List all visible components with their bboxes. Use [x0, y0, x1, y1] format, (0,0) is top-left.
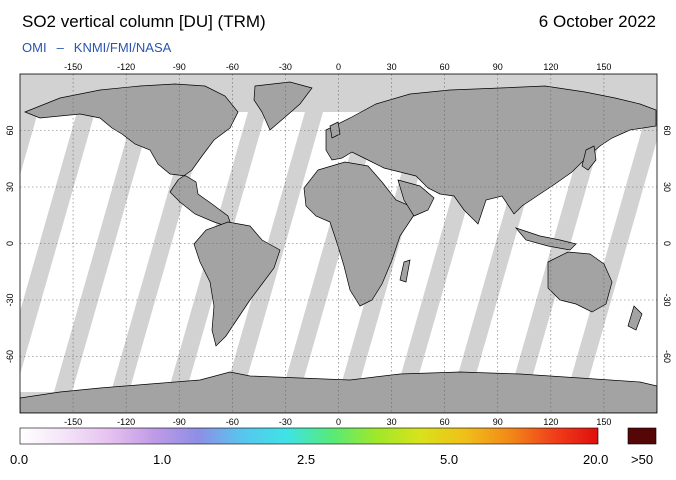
lon-tick-label-top: -120 [117, 62, 135, 72]
credit-agencies: KNMI/FMI/NASA [73, 40, 172, 55]
greenland [253, 81, 313, 131]
colorbar-label-1: 1.0 [153, 452, 172, 467]
lat-tick-label-right: -30 [662, 293, 672, 306]
orbit-gap-swath [54, 112, 152, 392]
lat-tick-label-left: -60 [5, 350, 15, 363]
japan [581, 145, 597, 171]
lat-tick-label-right: 30 [662, 182, 672, 192]
lon-tick-label-bottom: 0 [336, 417, 341, 427]
lat-tick-label-left: 30 [5, 182, 15, 192]
lon-tick-label-bottom: -30 [279, 417, 292, 427]
africa [303, 161, 417, 307]
credit-line: OMI – KNMI/FMI/NASA [22, 40, 171, 55]
lon-tick-label-bottom: 150 [596, 417, 611, 427]
lat-tick-label-left: 60 [5, 125, 15, 135]
lat-tick-label-left: 0 [5, 241, 15, 246]
map-frame [19, 73, 658, 414]
lon-tick-label-bottom: -120 [117, 417, 135, 427]
south-america [193, 221, 281, 347]
lat-lon-grid [20, 74, 657, 413]
lon-tick-label-bottom: 60 [440, 417, 450, 427]
madagascar [399, 259, 411, 283]
map-title: SO2 vertical column [DU] (TRM) [22, 12, 266, 31]
colorbar-gradient [19, 427, 599, 445]
colorbar-over-swatch [627, 427, 657, 445]
lon-tick-label-top: -150 [64, 62, 82, 72]
orbit-gap-swath [20, 112, 38, 175]
lon-tick-label-top: 90 [493, 62, 503, 72]
orbit-gap-swath [510, 112, 608, 392]
lon-tick-label-bottom: -150 [64, 417, 82, 427]
lon-tick-label-bottom: 90 [493, 417, 503, 427]
colorbar-label-4: 20.0 [583, 452, 609, 467]
colorbar-label-2: 2.5 [297, 452, 316, 467]
lon-tick-label-top: -60 [226, 62, 239, 72]
lon-tick-label-top: 60 [440, 62, 450, 72]
australia [547, 251, 613, 313]
new-zealand [627, 305, 643, 331]
lon-tick-label-top: -30 [279, 62, 292, 72]
indonesia [514, 227, 577, 251]
lon-tick-label-top: -90 [173, 62, 186, 72]
british-isles [329, 121, 341, 139]
lat-tick-label-right: 60 [662, 125, 672, 135]
eurasia [325, 85, 657, 225]
colorbar-over-label: >50 [631, 452, 654, 467]
lat-tick-label-right: -60 [662, 350, 672, 363]
colorbar-label-3: 5.0 [440, 452, 459, 467]
orbit-gap-swath [567, 112, 657, 392]
lat-tick-label-right: 0 [662, 241, 672, 246]
lon-tick-label-top: 0 [336, 62, 341, 72]
lon-tick-label-bottom: 120 [543, 417, 558, 427]
lon-tick-label-top: 120 [543, 62, 558, 72]
lon-tick-label-bottom: -90 [173, 417, 186, 427]
lat-tick-label-left: -30 [5, 293, 15, 306]
colorbar [19, 427, 599, 445]
map-date: 6 October 2022 [538, 12, 656, 31]
credit-instrument: OMI [22, 40, 47, 55]
axis-tick-labels: -150 -150 -120 -120 -90 -90 -60 -60 -30 -30 0 0 30 30… [5, 62, 672, 427]
credit-separator: – [56, 40, 64, 55]
lon-tick-label-bottom: 30 [387, 417, 397, 427]
lon-tick-label-bottom: -60 [226, 417, 239, 427]
lon-tick-label-top: 30 [387, 62, 397, 72]
colorbar-label-0: 0.0 [10, 452, 29, 467]
lon-tick-label-top: 150 [596, 62, 611, 72]
arabian-peninsula [397, 179, 435, 217]
